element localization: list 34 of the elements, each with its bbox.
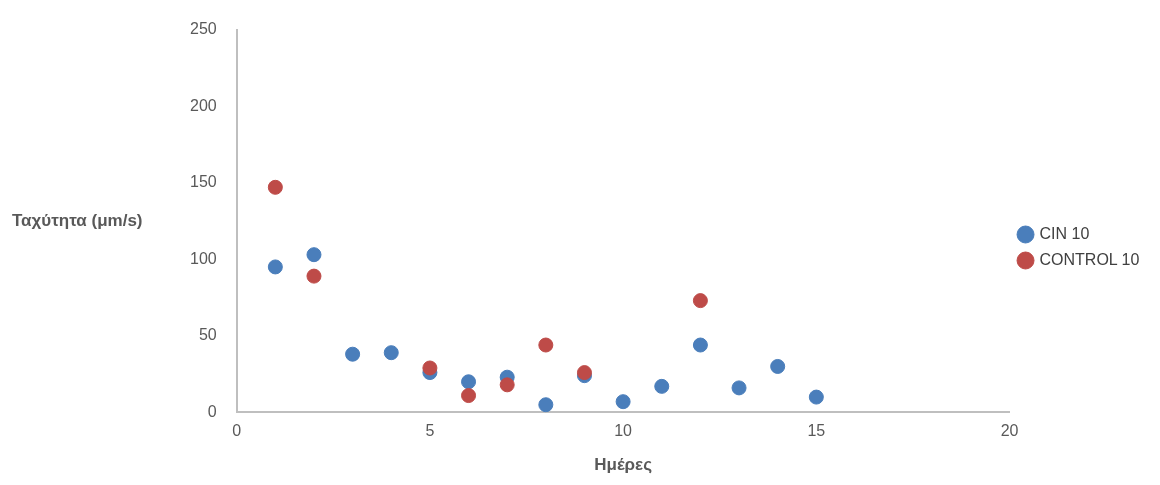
- x-axis-title: Ημέρες: [594, 455, 653, 475]
- point: [692, 337, 708, 353]
- y-tick-label: 200: [189, 96, 217, 114]
- y-tick-label: 50: [198, 326, 217, 344]
- y-tick-label: 100: [189, 249, 217, 267]
- point: [770, 358, 786, 374]
- legend-label: CONTROL 10: [1039, 250, 1140, 268]
- point: [538, 397, 554, 413]
- legend-label: CIN 10: [1039, 224, 1090, 242]
- point: [306, 247, 322, 263]
- point: [422, 360, 438, 376]
- x-tick-label: 15: [807, 422, 826, 440]
- point: [654, 378, 670, 394]
- point: [267, 179, 283, 195]
- point: [538, 337, 554, 353]
- point: [383, 345, 399, 361]
- y-tick-label: 250: [189, 20, 217, 38]
- point: [499, 377, 515, 393]
- point: [461, 374, 477, 390]
- x-tick-label: 20: [1000, 422, 1019, 440]
- x-tick-label: 0: [232, 422, 242, 440]
- point: [345, 346, 361, 362]
- point: [306, 268, 322, 284]
- point: [808, 389, 824, 405]
- x-tick-label: 5: [425, 422, 435, 440]
- point: [731, 380, 747, 396]
- point: [267, 259, 283, 275]
- y-tick-label: 150: [189, 173, 217, 191]
- point: [615, 394, 631, 410]
- point: [692, 293, 708, 309]
- x-tick-label: 10: [614, 422, 633, 440]
- y-tick-label: 0: [207, 402, 217, 420]
- y-axis-title: Ταχύτητα (μm/s): [12, 210, 143, 230]
- point: [461, 388, 477, 404]
